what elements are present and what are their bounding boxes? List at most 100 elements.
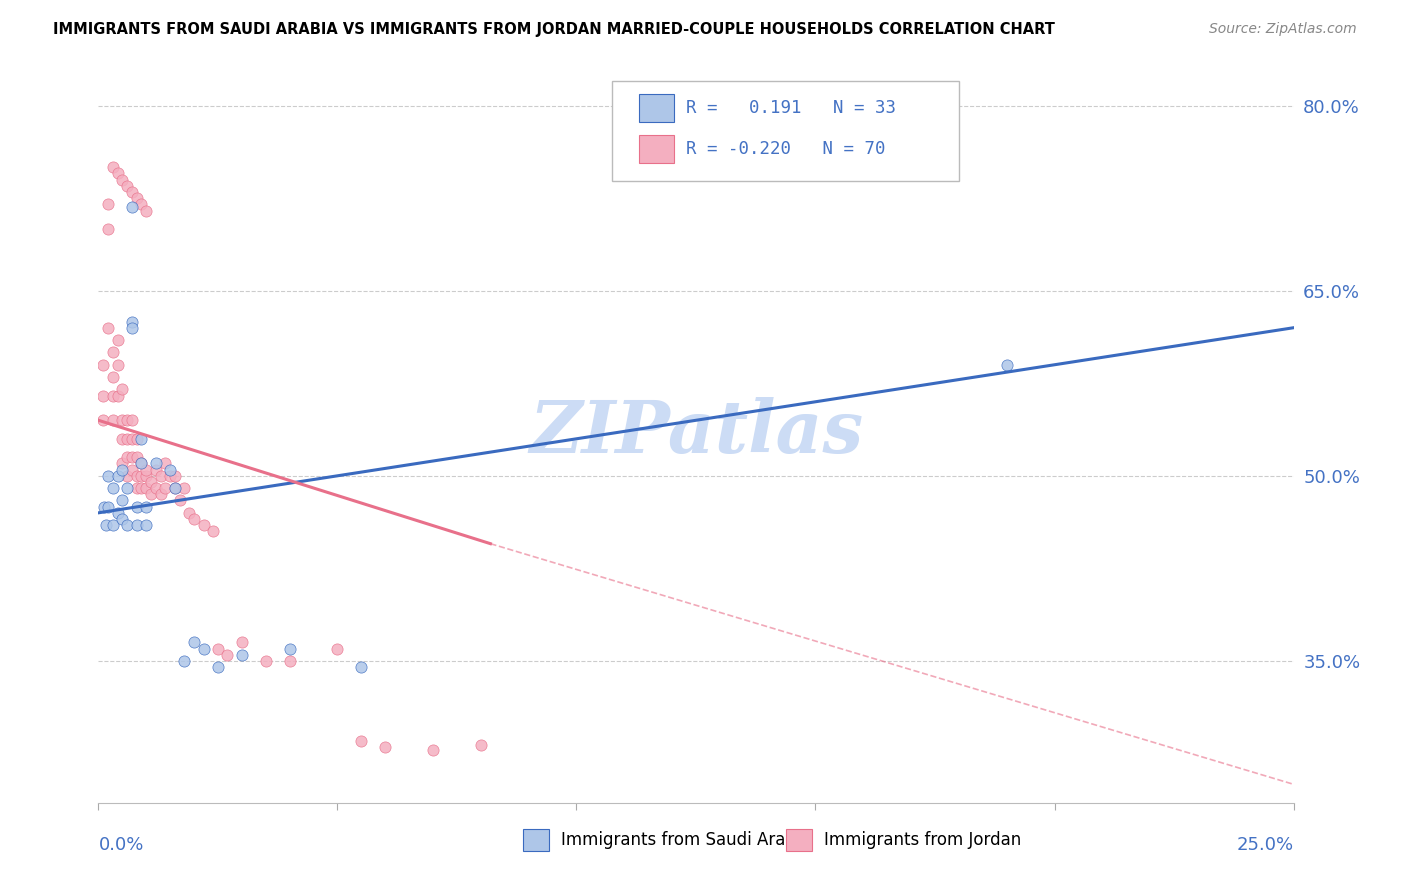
Point: [163, 481, 186, 495]
Point: [101, 161, 124, 175]
Point: [115, 518, 138, 533]
Point: [135, 481, 157, 495]
Point: [131, 468, 153, 483]
Text: R =   0.191   N = 33: R = 0.191 N = 33: [686, 99, 897, 118]
Point: [231, 635, 253, 649]
Point: [183, 635, 205, 649]
Point: [107, 333, 129, 347]
Point: [179, 506, 201, 520]
Point: [995, 358, 1018, 372]
Point: [101, 389, 124, 403]
Point: [111, 493, 134, 508]
Point: [183, 512, 205, 526]
Text: Source: ZipAtlas.com: Source: ZipAtlas.com: [1209, 22, 1357, 37]
Point: [121, 320, 143, 334]
Point: [101, 518, 124, 533]
Point: [135, 500, 157, 514]
Point: [217, 648, 239, 662]
Point: [121, 314, 143, 328]
Text: R = -0.220   N = 70: R = -0.220 N = 70: [686, 140, 886, 158]
Point: [115, 413, 138, 427]
Point: [111, 383, 134, 397]
Point: [470, 738, 492, 752]
Point: [94, 518, 117, 533]
Point: [111, 432, 134, 446]
Point: [107, 506, 129, 520]
Point: [350, 734, 373, 748]
Point: [207, 641, 229, 656]
Point: [115, 481, 138, 495]
Point: [91, 389, 114, 403]
Point: [121, 200, 143, 214]
Point: [159, 468, 181, 483]
Point: [91, 358, 114, 372]
Point: [350, 660, 373, 674]
Point: [163, 481, 186, 495]
Point: [149, 487, 172, 501]
Point: [125, 191, 148, 205]
Point: [231, 648, 253, 662]
Point: [97, 500, 120, 514]
Point: [374, 740, 396, 755]
Point: [173, 654, 195, 668]
Point: [145, 481, 167, 495]
Point: [155, 481, 177, 495]
Point: [207, 660, 229, 674]
Point: [115, 450, 138, 465]
Point: [111, 172, 134, 186]
Text: 0.0%: 0.0%: [98, 836, 143, 855]
Point: [107, 166, 129, 180]
Point: [97, 468, 120, 483]
Point: [111, 413, 134, 427]
Point: [173, 481, 195, 495]
Point: [131, 197, 153, 211]
Bar: [638, 136, 675, 163]
Point: [97, 197, 120, 211]
Point: [121, 413, 143, 427]
Point: [121, 185, 143, 199]
Point: [193, 641, 215, 656]
Point: [91, 413, 114, 427]
Point: [326, 641, 349, 656]
Point: [111, 462, 134, 476]
Point: [145, 457, 167, 471]
Point: [422, 743, 444, 757]
Text: ZIPatlas: ZIPatlas: [529, 397, 863, 468]
Point: [139, 487, 162, 501]
Point: [101, 370, 124, 384]
Point: [135, 462, 157, 476]
FancyBboxPatch shape: [613, 81, 959, 181]
Point: [131, 481, 153, 495]
Point: [135, 468, 157, 483]
Point: [155, 457, 177, 471]
Point: [254, 654, 277, 668]
Point: [125, 450, 148, 465]
Point: [111, 457, 134, 471]
Point: [97, 320, 120, 334]
Bar: [638, 95, 675, 122]
Point: [107, 358, 129, 372]
Point: [97, 222, 120, 236]
Point: [111, 512, 134, 526]
Point: [101, 413, 124, 427]
Point: [125, 432, 148, 446]
Point: [135, 518, 157, 533]
Text: Immigrants from Saudi Arabia: Immigrants from Saudi Arabia: [561, 830, 810, 849]
Point: [115, 432, 138, 446]
Point: [101, 481, 124, 495]
Point: [125, 500, 148, 514]
Point: [163, 468, 186, 483]
Point: [115, 468, 138, 483]
Point: [149, 468, 172, 483]
Point: [93, 500, 115, 514]
Point: [125, 468, 148, 483]
Point: [121, 432, 143, 446]
Point: [121, 462, 143, 476]
Point: [169, 493, 191, 508]
Text: 25.0%: 25.0%: [1236, 836, 1294, 855]
Point: [202, 524, 225, 539]
Point: [131, 457, 153, 471]
Bar: [786, 829, 811, 851]
Point: [278, 641, 301, 656]
Point: [101, 345, 124, 359]
